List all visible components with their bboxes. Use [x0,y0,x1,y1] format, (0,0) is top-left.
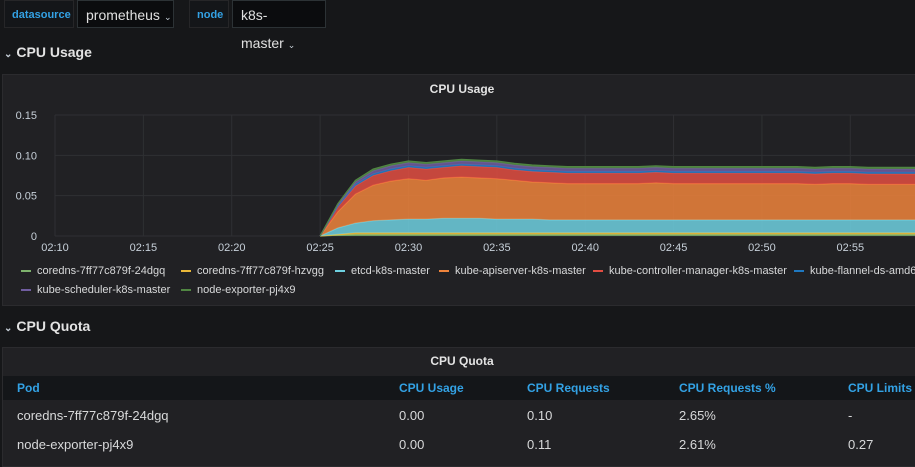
cell-cpu-limits: - [848,408,853,423]
cell-cpu-usage: 0.00 [399,437,425,452]
variable-label-datasource: datasource [4,0,74,28]
table-row: coredns-7ff77c879f-24dgq 0.00 0.10 2.65%… [3,401,915,430]
y-tick-label: 0 [31,231,37,243]
legend-label: coredns-7ff77c879f-hzvgg [197,265,324,277]
x-tick-label: 02:10 [41,242,69,254]
caret-down-icon: ⌄ [287,40,296,50]
table-header: Pod CPU Usage CPU Requests CPU Requests … [3,376,915,400]
legend-label: kube-flannel-ds-amd64 [810,265,915,277]
node-select[interactable]: k8s-master ⌄ [232,0,326,51]
datasource-select[interactable]: prometheus ⌄ [77,0,174,28]
legend-label: kube-apiserver-k8s-master [455,265,586,277]
x-tick-label: 02:35 [483,242,511,254]
legend-label: coredns-7ff77c879f-24dgq [37,265,166,277]
cell-cpu-requests-pct: 2.65% [679,408,716,423]
legend-swatch [181,270,191,273]
cpu-usage-graph[interactable]: 0 0.05 0.10 0.15 02:10 02:15 02:20 02:25 02:30 02… [3,99,915,279]
legend-item[interactable]: node-exporter-pj4x9 [181,284,295,296]
legend-label: node-exporter-pj4x9 [197,284,296,296]
legend-swatch [335,270,345,273]
legend-swatch [593,270,603,273]
legend-swatch [21,270,31,273]
x-tick-label: 02:40 [571,242,599,254]
datasource-select-value: prometheus [86,7,160,23]
series-area-coredns-7ff77c879f-hzvgg [320,232,915,236]
variable-label-node: node [189,0,229,28]
cpu-quota-panel: CPU Quota Pod CPU Usage CPU Requests CPU… [2,347,915,467]
cell-cpu-requests: 0.10 [527,408,553,423]
legend-item[interactable]: coredns-7ff77c879f-24dgq [21,265,165,277]
legend-swatch [181,289,191,292]
chevron-down-icon: ⌄ [4,49,13,60]
x-tick-label: 02:55 [837,242,865,254]
legend-label: kube-controller-manager-k8s-master [609,265,787,277]
x-tick-label: 02:30 [395,242,423,254]
cell-pod: node-exporter-pj4x9 [17,437,134,452]
legend-label: etcd-k8s-master [351,265,430,277]
series-area-kube-controller-manager-k8s-master [320,165,915,236]
legend-label: kube-scheduler-k8s-master [37,284,171,296]
column-header-pod[interactable]: Pod [17,381,40,395]
y-tick-label: 0.05 [16,191,37,203]
legend-item[interactable]: etcd-k8s-master [335,265,430,277]
panel-title-cpu-quota[interactable]: CPU Quota [430,354,494,368]
y-tick-label: 0.10 [16,150,37,162]
cell-cpu-requests-pct: 2.61% [679,437,716,452]
cell-pod: coredns-7ff77c879f-24dgq [17,408,169,423]
legend-item[interactable]: kube-flannel-ds-amd64 [794,265,915,277]
row-toggle-cpu-quota[interactable]: ⌄ CPU Quota [4,315,90,337]
cell-cpu-usage: 0.00 [399,408,425,423]
x-tick-label: 02:20 [218,242,246,254]
row-toggle-cpu-usage[interactable]: ⌄ CPU Usage [4,41,92,63]
legend-swatch [21,289,31,292]
legend-swatch [439,270,449,273]
x-tick-label: 02:45 [660,242,688,254]
column-header-cpu-requests[interactable]: CPU Requests [527,381,610,395]
series-area-etcd-k8s-master [320,218,915,236]
x-tick-label: 02:25 [306,242,334,254]
x-tick-label: 02:50 [748,242,776,254]
cell-cpu-limits: 0.27 [848,437,874,452]
row-title-cpu-usage: CPU Usage [16,44,92,60]
column-header-cpu-limits[interactable]: CPU Limits [848,381,913,395]
template-variables-bar: datasource prometheus ⌄ node k8s-master ⌄ [0,0,915,51]
chevron-down-icon: ⌄ [4,323,13,334]
legend-swatch [794,270,804,273]
legend-item[interactable]: kube-scheduler-k8s-master [21,284,170,296]
y-tick-label: 0.15 [16,110,37,122]
panel-title-cpu-usage[interactable]: CPU Usage [429,82,495,96]
column-header-cpu-requests-pct[interactable]: CPU Requests % [679,381,776,395]
column-header-cpu-usage[interactable]: CPU Usage [399,381,464,395]
legend-item[interactable]: kube-controller-manager-k8s-master [593,265,787,277]
legend-item[interactable]: coredns-7ff77c879f-hzvgg [181,265,324,277]
node-select-value: k8s-master [241,7,284,51]
x-tick-label: 02:15 [130,242,158,254]
cell-cpu-requests: 0.11 [527,437,552,452]
table-row: node-exporter-pj4x9 0.00 0.11 2.61% 0.27 [3,430,915,459]
row-title-cpu-quota: CPU Quota [16,318,91,334]
series-area-kube-apiserver-k8s-master [320,177,915,236]
caret-down-icon: ⌄ [163,12,172,22]
series-line-node-exporter-pj4x9 [319,158,915,237]
cpu-usage-panel: CPU Usage 0 0.05 0.10 0.15 02:10 02:15 02:20 02… [2,74,915,306]
legend-item[interactable]: kube-apiserver-k8s-master [439,265,586,277]
